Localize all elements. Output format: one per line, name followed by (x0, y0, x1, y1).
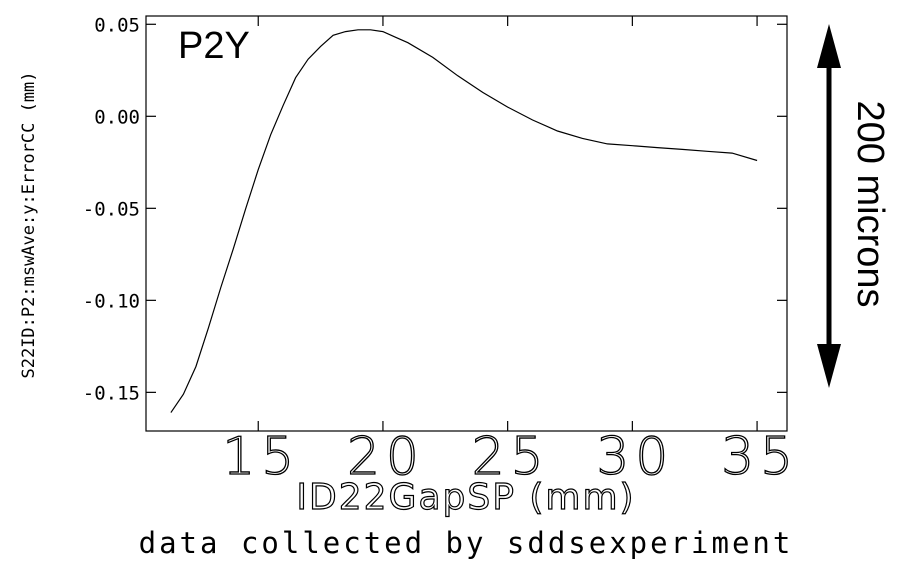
y-axis-label: S22ID:P2:mswAve:y:ErrorCC (mm) (19, 71, 39, 378)
x-tick-label: 15 (222, 427, 294, 487)
plot-frame (145, 15, 788, 432)
y-tick-label: 0.00 (94, 106, 140, 128)
series-lines (170, 29, 758, 413)
y-tick-label: 0.05 (94, 14, 140, 36)
scale-arrow-down-head (817, 344, 841, 388)
y-tick-label: -0.10 (83, 290, 140, 312)
y-tick-label: -0.05 (83, 198, 140, 220)
scale-arrow-up-head (817, 24, 841, 68)
x-tick-label: 35 (721, 427, 793, 487)
scale-arrow (817, 24, 841, 388)
x-axis-ticks: 15 20 25 30 35 (222, 16, 794, 488)
y-tick-label: -0.15 (83, 382, 140, 404)
series-line (170, 29, 758, 413)
footer-note: data collected by sddsexperiment (139, 526, 794, 560)
chart-title: P2Y (178, 25, 250, 67)
y-axis-ticks: 0.05 0.00 -0.05 -0.10 -0.15 (83, 14, 787, 404)
scale-annotation: 200 microns (849, 101, 891, 308)
x-axis-label: ID22GapSP (mm) (296, 477, 635, 518)
